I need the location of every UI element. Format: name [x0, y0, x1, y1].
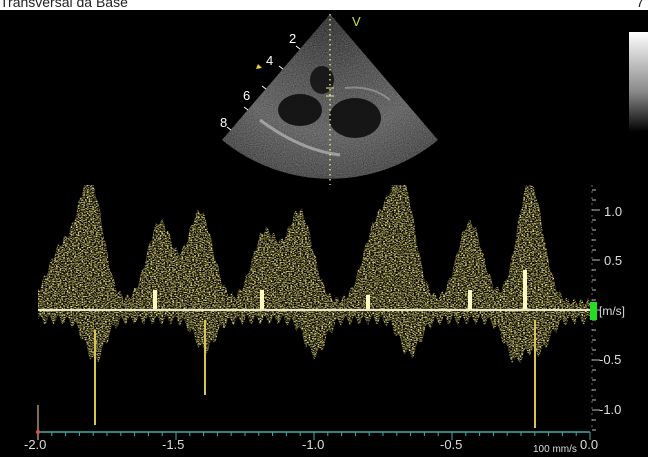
depth-mark-2: 2 — [289, 31, 297, 46]
velocity-tick-label: 0.5 — [604, 253, 623, 268]
ultrasound-sector-image — [222, 14, 438, 185]
spectrum-positive-flow — [38, 185, 590, 310]
spectrum-peak-highlight — [366, 295, 370, 310]
spectrum-peak-highlight — [523, 270, 527, 310]
spectrum-negative-flow — [38, 310, 590, 364]
velocity-tick-label: -1.0 — [599, 402, 622, 417]
grayscale-bar — [629, 32, 648, 132]
depth-mark-6: 6 — [243, 88, 251, 103]
mode-label: V — [352, 14, 361, 29]
header-right-text: 7 — [636, 0, 644, 10]
velocity-tick-label: -0.5 — [599, 352, 622, 367]
depth-mark-8: 8 — [220, 115, 228, 130]
time-tick-label: -1.5 — [162, 437, 185, 452]
velocity-tick-label: 1.0 — [604, 204, 623, 219]
baseline-marker — [590, 302, 597, 320]
view-title: Transversal da Base — [0, 0, 128, 10]
time-tick-label: 0.0 — [580, 437, 599, 452]
sweep-speed-label: 100 mm/s — [533, 444, 577, 455]
depth-mark-4: 4 — [266, 53, 274, 68]
doppler-spectrum — [36, 185, 600, 440]
spectrum-peak-highlight — [468, 290, 472, 310]
header-strip: Transversal da Base 7 — [0, 0, 648, 10]
velocity-unit-label: [m/s] — [599, 304, 625, 318]
spectrum-peak-highlight — [260, 290, 264, 310]
spectrum-peak-highlight — [153, 290, 157, 310]
time-tick-label: -2.0 — [24, 437, 47, 452]
time-tick-label: -0.5 — [440, 437, 463, 452]
time-tick-label: -1.0 — [302, 437, 325, 452]
